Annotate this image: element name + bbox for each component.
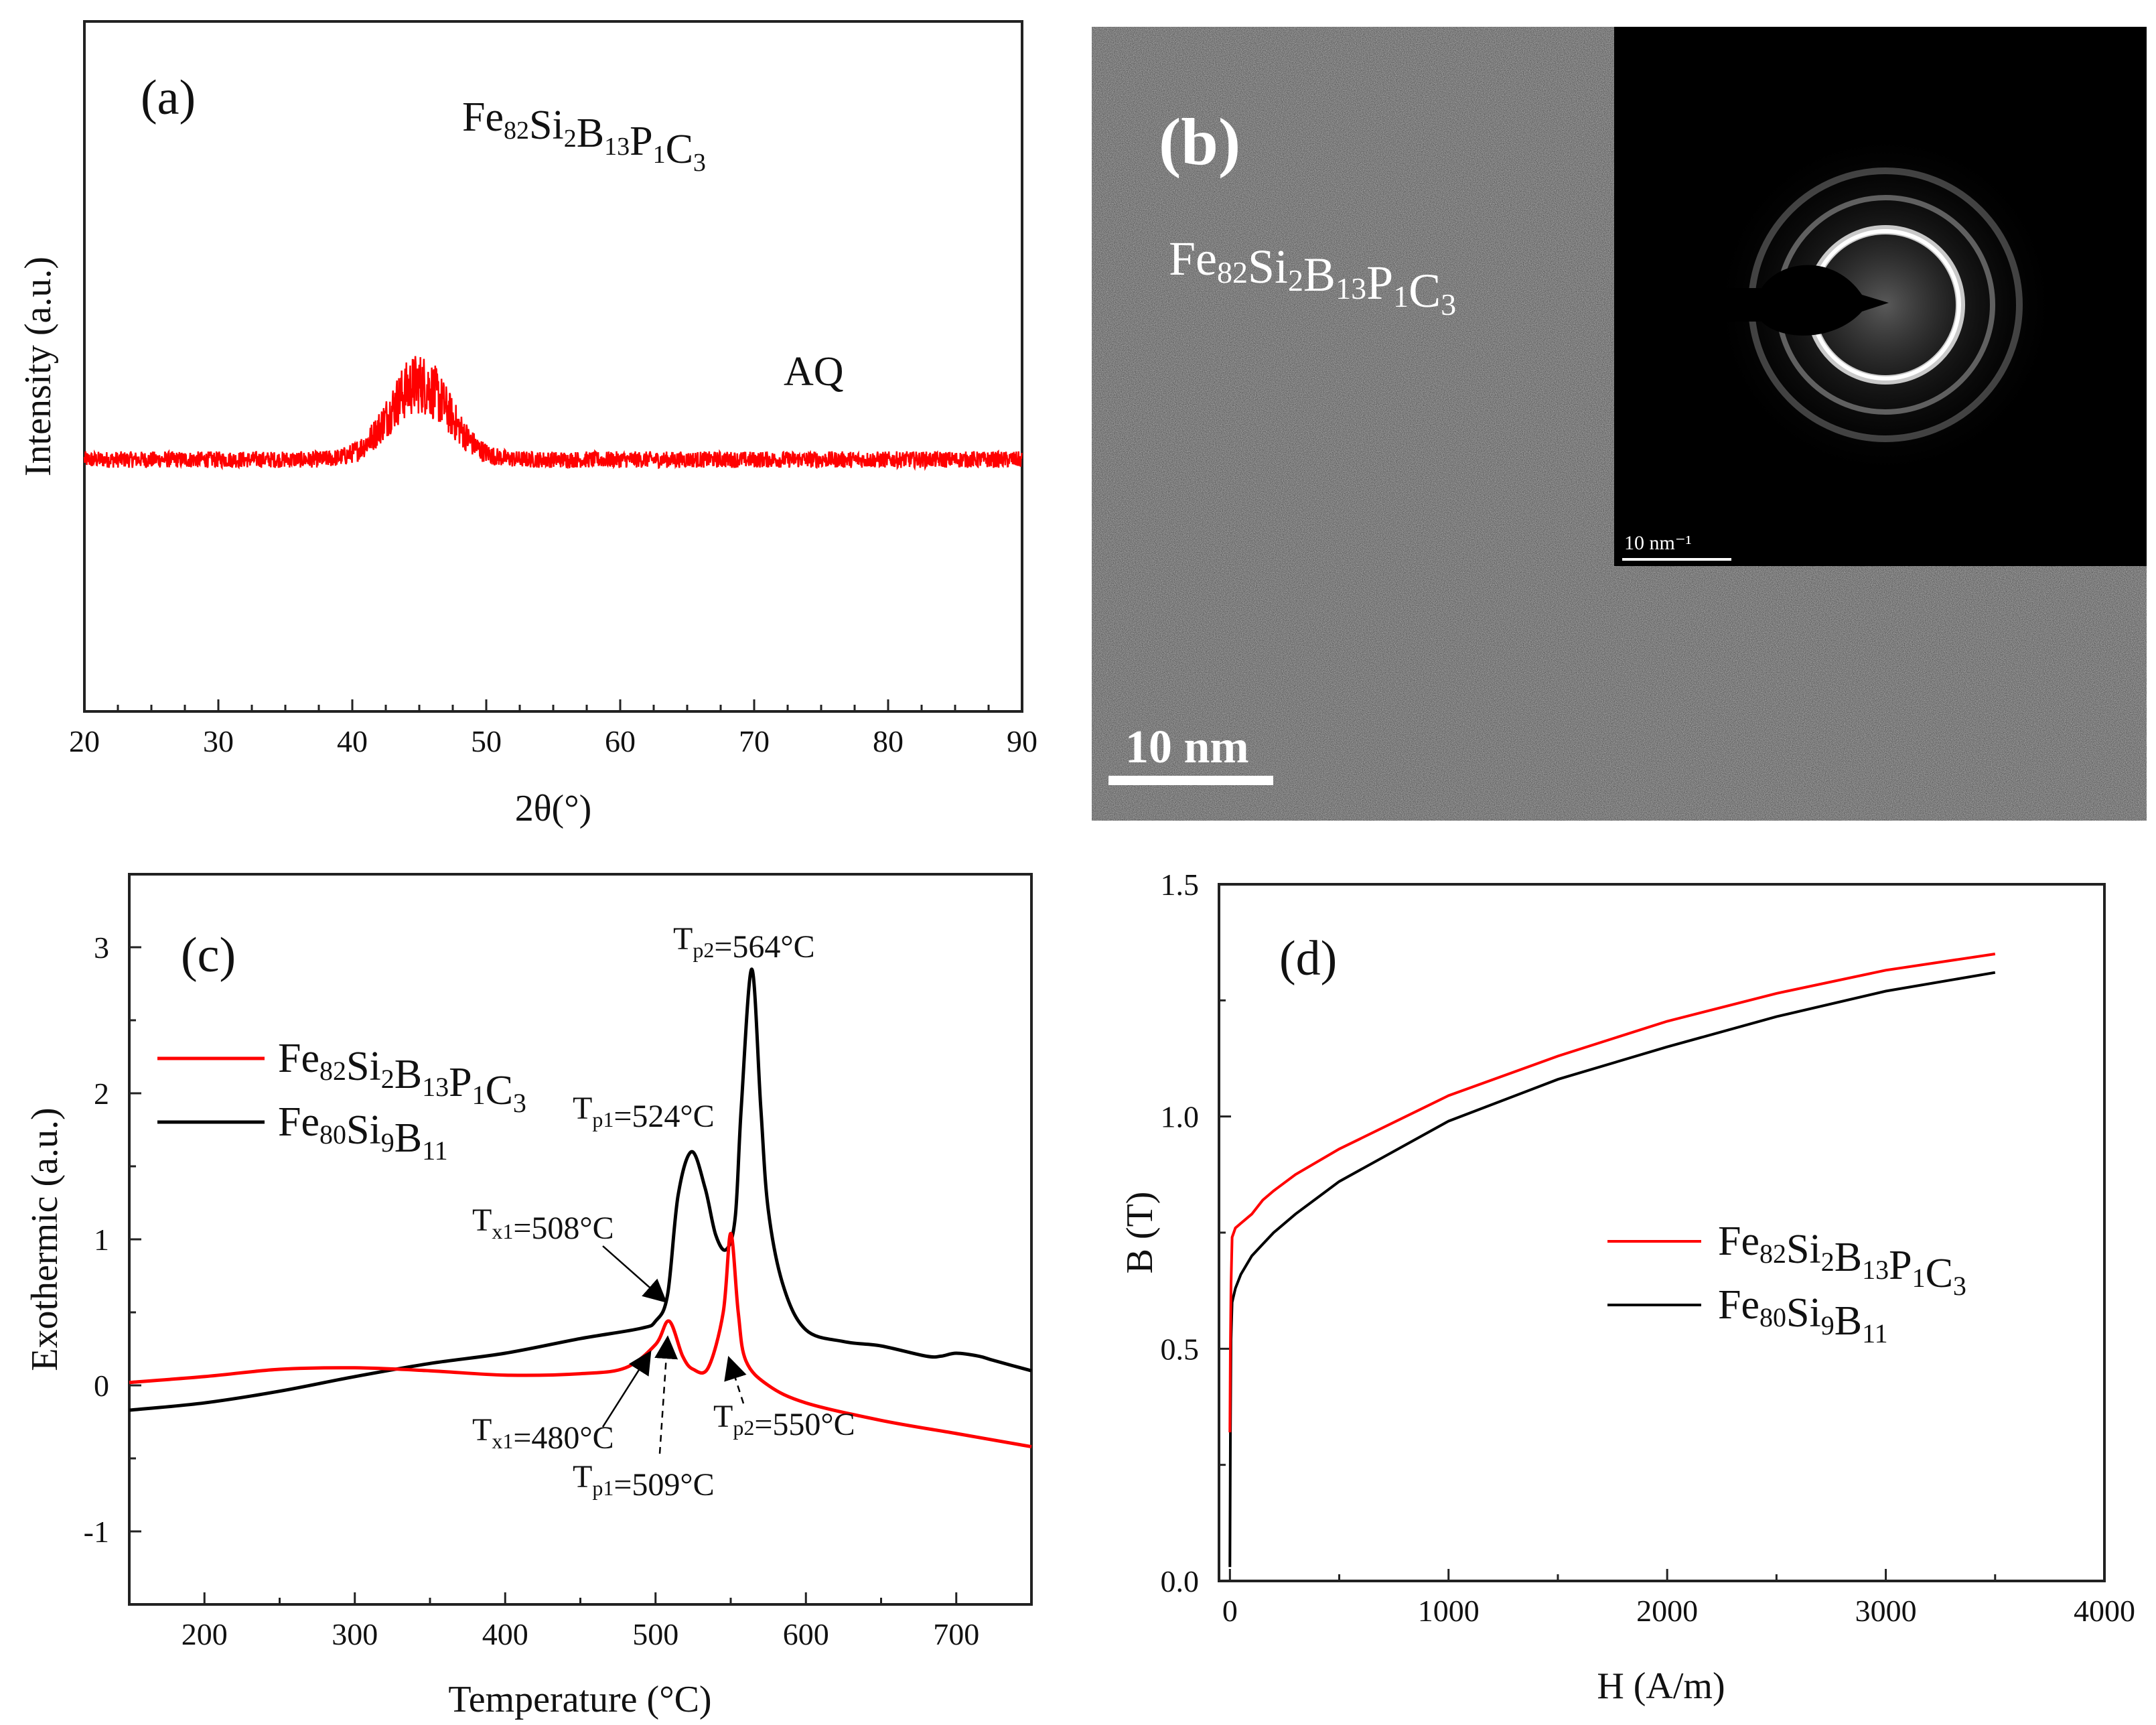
x-tick-label: 80 xyxy=(873,724,904,758)
x-axis: 20 30 40 50 60 70 80 90 xyxy=(69,699,1037,758)
y-tick-label: -1 xyxy=(84,1515,109,1549)
y-tick-label: 0.0 xyxy=(1161,1564,1200,1598)
alloy-formula-b: Fe82Si2B13P1C3 xyxy=(1169,232,1456,322)
bh-chart: 0 1000 2000 3000 4000 0.0 0.5 1.0 1.5 Fe82Si2B13… xyxy=(1119,868,2136,1707)
xrd-curve xyxy=(83,356,1023,472)
x-tick-label: 1000 xyxy=(1418,1594,1480,1628)
x-tick-label: 3000 xyxy=(1855,1594,1917,1628)
axes: 0 1000 2000 3000 4000 0.0 0.5 1.0 1.5 xyxy=(1161,868,2136,1628)
x-tick-label: 30 xyxy=(203,724,234,758)
y-axis-label: Exothermic (a.u.) xyxy=(24,1107,66,1371)
plot-frame xyxy=(128,873,1033,1606)
y-tick-label: 1.0 xyxy=(1161,1100,1200,1134)
annotation-arrow xyxy=(724,1355,747,1404)
tem-image: 10 nm⁻¹ (b) Fe82Si2B13P1C3 10 nm xyxy=(1092,27,2147,821)
y-axis-label: Intensity (a.u.) xyxy=(17,257,59,476)
x-tick-label: 500 xyxy=(632,1617,678,1651)
dsc-curve-red xyxy=(129,1231,1032,1449)
legend-label: Fe82Si2B13P1C3 xyxy=(1718,1219,1966,1301)
panel-label-b: (b) xyxy=(1159,105,1240,179)
dsc-chart: 200 300 400 500 600 700 -1 0 1 2 3 Tp2=564°C Tp1=52… xyxy=(24,873,1033,1720)
x-tick-label: 50 xyxy=(471,724,502,758)
x-tick-label: 600 xyxy=(783,1617,829,1651)
x-tick-label: 4000 xyxy=(2074,1594,2135,1628)
x-tick-label: 0 xyxy=(1222,1594,1238,1628)
plot-frame xyxy=(1218,883,2106,1582)
plot-frame xyxy=(83,20,1023,713)
y-tick-label: 3 xyxy=(94,930,109,965)
y-tick-label: 0.5 xyxy=(1161,1332,1200,1366)
x-tick-label: 2000 xyxy=(1636,1594,1698,1628)
scale-bar xyxy=(1108,776,1273,785)
y-tick-label: 2 xyxy=(94,1077,109,1111)
legend-label: Fe80Si9B11 xyxy=(278,1099,448,1166)
annotation-tx1_black: Tx1=508°C xyxy=(472,1202,614,1246)
x-tick-label: 200 xyxy=(182,1617,228,1651)
alloy-formula: Fe82Si2B13P1C3 xyxy=(462,94,706,177)
annotation-arrows xyxy=(601,1245,747,1454)
annotations: Tp2=564°C Tp1=524°C Tx1=508°C Tx1=480°CTp1=… xyxy=(472,921,855,1503)
annotation-tp2_red: Tp2=550°C xyxy=(713,1399,855,1442)
annotation-tx1_red: Tx1=480°C xyxy=(472,1412,614,1456)
annotation-tp1_red: Tp1=509°C xyxy=(573,1459,715,1503)
annotation-arrow xyxy=(601,1350,652,1428)
x-tick-label: 90 xyxy=(1007,724,1037,758)
y-tick-label: 1 xyxy=(94,1223,109,1257)
y-tick-label: 1.5 xyxy=(1161,868,1200,902)
axes: 200 300 400 500 600 700 -1 0 1 2 3 xyxy=(84,873,1033,1651)
legend-label: Fe82Si2B13P1C3 xyxy=(278,1036,526,1118)
xrd-chart: 20 30 40 50 60 70 80 90 (a) Fe82Si2B13P1C3 AQ I… xyxy=(17,20,1037,829)
x-tick-label: 700 xyxy=(933,1617,979,1651)
annotation-tp1_black: Tp1=524°C xyxy=(573,1091,715,1134)
annotation-tp2_black: Tp2=564°C xyxy=(673,921,815,965)
beam-stop xyxy=(1614,265,1889,336)
legend-label: Fe80Si9B11 xyxy=(1718,1282,1888,1349)
saed-inset: 10 nm⁻¹ xyxy=(1614,27,2147,566)
x-tick-label: 400 xyxy=(482,1617,528,1651)
y-tick-label: 0 xyxy=(94,1369,109,1403)
x-axis-label: Temperature (°C) xyxy=(448,1679,711,1720)
panel-label-c: (c) xyxy=(181,928,236,983)
panel-label-a: (a) xyxy=(141,70,196,125)
inset-scale-label: 10 nm⁻¹ xyxy=(1624,532,1692,554)
x-axis-label: 2θ(°) xyxy=(515,788,592,829)
annotation-arrow xyxy=(602,1245,667,1303)
y-axis-label: B (T) xyxy=(1119,1192,1161,1274)
scale-bar-label: 10 nm xyxy=(1125,721,1249,773)
bh-curve-red xyxy=(1228,953,1996,1433)
x-tick-label: 60 xyxy=(605,724,636,758)
aq-label: AQ xyxy=(784,349,844,395)
x-tick-label: 70 xyxy=(739,724,770,758)
x-tick-label: 300 xyxy=(332,1617,378,1651)
x-axis-label: H (A/m) xyxy=(1597,1665,1725,1707)
panel-label-d: (d) xyxy=(1279,931,1337,986)
x-tick-label: 40 xyxy=(337,724,368,758)
x-tick-label: 20 xyxy=(69,724,100,758)
